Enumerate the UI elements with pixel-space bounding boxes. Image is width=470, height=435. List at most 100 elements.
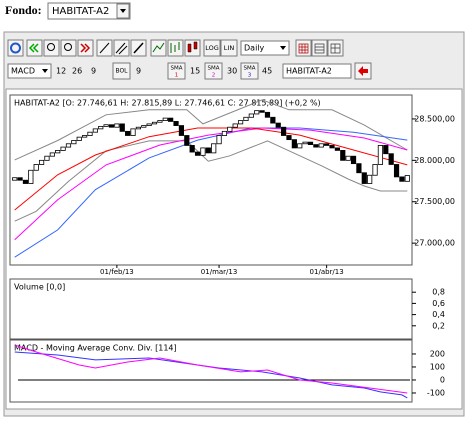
candle — [44, 155, 50, 161]
candle — [248, 113, 254, 118]
fund-label: Fondo: — [5, 3, 42, 17]
candle — [318, 143, 324, 148]
indicator-value: MACD — [11, 67, 35, 76]
candle — [28, 169, 34, 184]
sma-button[interactable] — [240, 62, 259, 80]
x-tick-label: 01/mar/13 — [201, 268, 238, 276]
candle — [87, 131, 93, 136]
x-tick-label: 01/feb/13 — [100, 268, 134, 276]
candle — [108, 124, 115, 128]
zoom-out-button[interactable] — [60, 39, 77, 57]
sma-button[interactable] — [204, 62, 223, 80]
arrow-icon — [120, 9, 126, 13]
candle — [103, 124, 109, 127]
candle — [388, 153, 394, 165]
candle — [151, 121, 158, 125]
candle — [264, 111, 271, 118]
zoom-icon — [47, 43, 55, 51]
candle — [157, 120, 163, 123]
candle — [232, 123, 238, 128]
lin-label: LIN — [224, 44, 235, 52]
sma-button[interactable] — [167, 62, 186, 80]
line-series — [14, 344, 408, 394]
candle — [125, 130, 131, 136]
sma-index: 1 — [175, 73, 179, 79]
parallel-lines-button[interactable] — [113, 39, 130, 57]
macd-param: 26 — [72, 67, 82, 76]
candle — [130, 128, 136, 136]
candle — [168, 117, 174, 122]
zoom-icon — [64, 43, 72, 51]
arrow-icon — [42, 69, 48, 73]
chart-icon — [170, 42, 180, 53]
sma-label: SMA — [171, 66, 183, 72]
candle — [119, 123, 125, 132]
line-series — [14, 99, 408, 161]
periodicity-value: Daily — [244, 44, 265, 53]
candle — [65, 143, 72, 148]
candle — [178, 125, 185, 136]
candle — [356, 163, 362, 174]
table-button[interactable] — [295, 39, 312, 57]
line-icon — [133, 42, 144, 54]
line-series — [14, 127, 408, 241]
y-tick-label: 0,2 — [432, 321, 445, 330]
candle — [221, 130, 228, 136]
log-label: LOG — [205, 44, 219, 52]
refresh-icon — [10, 42, 21, 54]
sma-index: 3 — [248, 73, 252, 79]
fund-select-value: HABITAT-A2 — [52, 6, 109, 17]
candle — [340, 150, 346, 161]
candle — [334, 147, 340, 151]
candle — [33, 164, 39, 171]
log-button[interactable] — [203, 39, 221, 57]
forward-icon — [80, 43, 91, 53]
candle — [399, 176, 405, 182]
macd-param: 9 — [91, 67, 96, 76]
candle — [216, 135, 222, 145]
candle-chart-button[interactable] — [184, 39, 201, 57]
candle — [92, 128, 98, 133]
plots: HABITAT-A2 [O: 27.746,61 H: 27.815,89 L:… — [12, 99, 455, 399]
candle — [393, 164, 400, 178]
line-series — [14, 127, 408, 211]
grid-icon — [330, 43, 341, 54]
price-panel — [9, 94, 413, 266]
candle — [313, 144, 319, 148]
y-tick-label: 200 — [430, 349, 445, 358]
candle — [194, 151, 201, 156]
sma-label: SMA — [244, 66, 256, 72]
candle — [82, 135, 88, 138]
y-tick-label: 0 — [440, 375, 445, 384]
candle — [281, 126, 287, 136]
x-tick-label: 01/abr/13 — [310, 268, 344, 276]
candle — [324, 143, 330, 146]
candle — [49, 152, 55, 157]
panel-title: HABITAT-A2 [O: 27.746,61 H: 27.815,89 L:… — [14, 99, 321, 108]
lin-button[interactable] — [220, 39, 238, 57]
line-series — [14, 140, 408, 222]
sma-period: 45 — [262, 67, 272, 76]
export-button[interactable] — [311, 39, 328, 57]
fund-select[interactable] — [47, 2, 131, 20]
candle — [146, 123, 152, 126]
sma-period: 30 — [227, 67, 237, 76]
y-tick-label: 100 — [430, 362, 445, 371]
line-series — [14, 127, 408, 258]
candle — [227, 126, 233, 132]
candle — [98, 125, 104, 130]
candle — [76, 136, 82, 141]
symbol-value: HABITAT-A2 — [286, 67, 332, 76]
back-icon — [28, 43, 39, 53]
symbol-input[interactable] — [282, 63, 352, 79]
candle — [404, 175, 410, 182]
zoom-in-button[interactable] — [43, 39, 60, 57]
candle — [135, 126, 141, 130]
indicator-select[interactable] — [7, 63, 52, 79]
bollinger-button[interactable] — [112, 62, 131, 80]
periodicity-select[interactable] — [240, 40, 290, 56]
macd-param: 12 — [56, 67, 66, 76]
candle — [297, 143, 303, 149]
